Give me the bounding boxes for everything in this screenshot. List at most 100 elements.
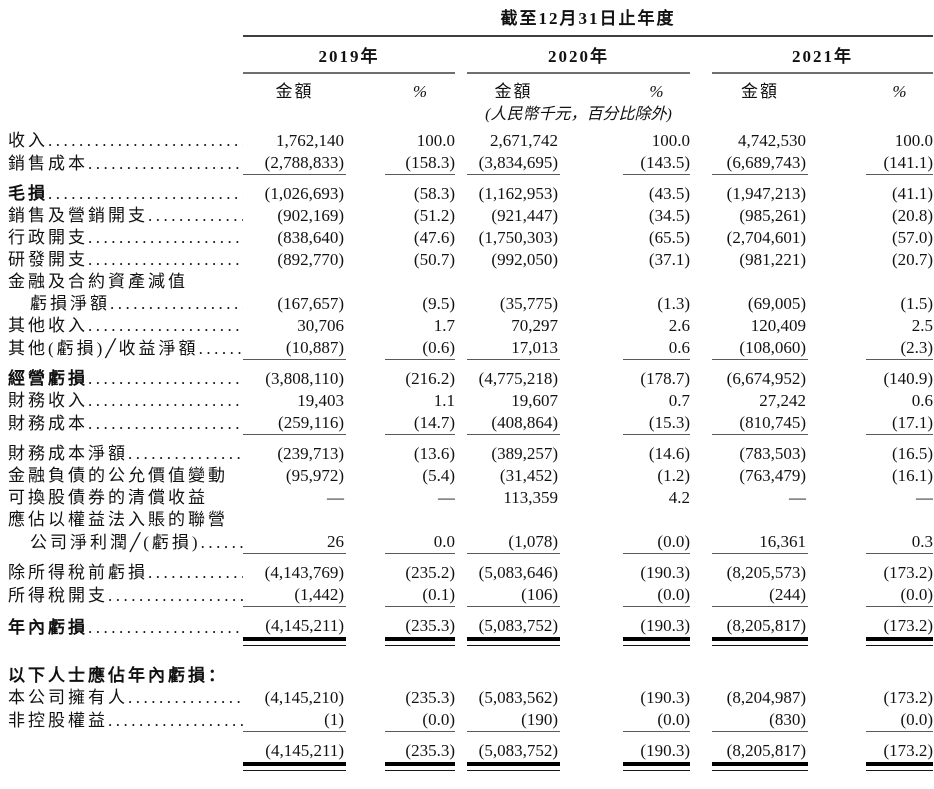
rule-row: [0, 434, 934, 443]
row-label-wrap: 收入: [0, 130, 243, 152]
rule-gap: [808, 554, 866, 563]
income-statement-table: 截至12月31日止年度 2019年 2020年 2021年 金額 % 金額 %: [0, 8, 934, 779]
percent-cell: (14.6): [648, 444, 690, 463]
column-gap: [808, 465, 866, 487]
section-gap: [0, 653, 933, 665]
rule-gap: [808, 771, 866, 779]
rule-gap: [346, 554, 385, 563]
row-label-wrap: 金融負債的公允價值變動: [0, 465, 243, 487]
group-gap: [455, 73, 467, 103]
amount-cell: [712, 271, 808, 293]
amount-cell: —: [327, 488, 344, 507]
percent-cell: (235.3): [405, 741, 455, 760]
table-row: 以下人士應佔年內虧損：: [0, 665, 933, 687]
rule-segment: [712, 553, 808, 562]
row-label-cell: 收入: [0, 130, 243, 152]
percent-cell: (50.7): [413, 250, 455, 269]
column-gap: [560, 487, 623, 509]
percent-cell: (13.6): [413, 444, 455, 463]
amount-cell: (6,674,952): [726, 369, 806, 388]
rule-segment: [385, 770, 455, 778]
table-row: 金融負債的公允價值變動 (95,972) (5.4) (31,452) (1.2) (76…: [0, 465, 933, 487]
amount-cell: (95,972): [285, 466, 344, 485]
amount-cell: 30,706: [297, 316, 344, 335]
column-gap: [808, 130, 866, 152]
rule-segment: [243, 434, 346, 443]
percent-cell: (34.5): [648, 206, 690, 225]
percent-cell: 2.5: [911, 316, 934, 335]
percent-cell: (2.3): [900, 338, 934, 357]
column-gap: [455, 443, 467, 465]
rule-gap: [690, 646, 712, 654]
percent-cell: [866, 509, 933, 531]
row-label-wrap: 金融及合約資產減值: [0, 271, 243, 293]
amount-cell: (1,750,303): [478, 228, 558, 247]
amount-cell: (763,479): [739, 466, 806, 485]
column-gap: [808, 562, 866, 584]
column-gap: [455, 130, 467, 152]
rule-gap: [690, 771, 712, 779]
column-gap: [560, 687, 623, 709]
column-gap: [560, 709, 623, 732]
rule-gap: [560, 554, 623, 563]
rule-gap: [808, 360, 866, 369]
percent-cell: [385, 665, 455, 687]
amount-cell: [712, 665, 808, 687]
column-gap: [455, 205, 467, 227]
table-row: 經營虧損 (3,808,110) (216.2) (4,775,218) (178.7)…: [0, 368, 933, 390]
group-gap: [455, 36, 467, 73]
row-label-cell: 虧損淨額: [0, 293, 243, 315]
column-gap: [808, 443, 866, 465]
table-row: 財務成本 (259,116) (14.7) (408,864) (15.3) (810,7…: [0, 412, 933, 435]
column-gap: [455, 271, 467, 293]
amount-cell: (4,145,211): [265, 616, 344, 635]
table-row: 金融及合約資產減值: [0, 271, 933, 293]
column-gap: [560, 509, 623, 531]
row-label: 應佔以權益法入賬的聯營: [8, 510, 228, 529]
column-gap: [346, 271, 385, 293]
column-gap: [808, 487, 866, 509]
amount-cell: (4,145,211): [265, 741, 344, 760]
column-gap: [346, 293, 385, 315]
rule-row: [0, 606, 934, 615]
row-label: 經營虧損: [8, 369, 88, 388]
rule-segment: [243, 645, 346, 653]
percent-cell: (0.0): [422, 710, 455, 729]
amount-cell: (3,808,110): [265, 369, 344, 388]
row-label: 研發開支: [8, 250, 88, 269]
rule-gap: [690, 175, 712, 184]
percent-cell: (178.7): [640, 369, 690, 388]
amount-cell: 26: [327, 532, 344, 551]
column-gap: [690, 584, 712, 607]
rule-segment: [467, 762, 560, 771]
column-gap: [560, 443, 623, 465]
table-row: 可換股債券的清償收益 — — 113,359 4.2 — —: [0, 487, 933, 509]
column-gap: [808, 293, 866, 315]
row-label-wrap: 銷售成本: [0, 153, 243, 175]
rule-gap: [560, 646, 623, 654]
column-gap: [690, 465, 712, 487]
percent-cell: (190.3): [640, 741, 690, 760]
rule-row: [0, 174, 934, 184]
amount-cell: (1,947,213): [726, 184, 806, 203]
row-label-wrap: 財務成本: [0, 413, 243, 435]
column-gap: [455, 337, 467, 360]
row-label-wrap: 研發開支: [0, 249, 243, 271]
column-gap: [808, 249, 866, 271]
column-gap: [560, 227, 623, 249]
label-column-space: [0, 8, 243, 36]
year-2021-label: 2021年: [712, 36, 934, 74]
row-label: 行政開支: [8, 228, 88, 247]
row-label: 收入: [8, 131, 48, 150]
table-row: 收入 1,762,140 100.0 2,671,742 100.0 4,742,530 1…: [0, 130, 933, 152]
amount-cell: [467, 271, 560, 293]
row-label-wrap: 本公司擁有人: [0, 687, 243, 709]
row-label: 銷售成本: [8, 153, 88, 173]
table-row: 公司淨利潤╱(虧損) 26 0.0 (1,078) (0.0) 16,361 0.3: [0, 531, 933, 554]
row-label-wrap: 虧損淨額: [0, 293, 243, 315]
column-gap: [690, 412, 712, 435]
percent-cell: (20.8): [891, 206, 934, 225]
rule-gap: [346, 646, 385, 654]
percent-cell: (0.0): [657, 532, 690, 551]
